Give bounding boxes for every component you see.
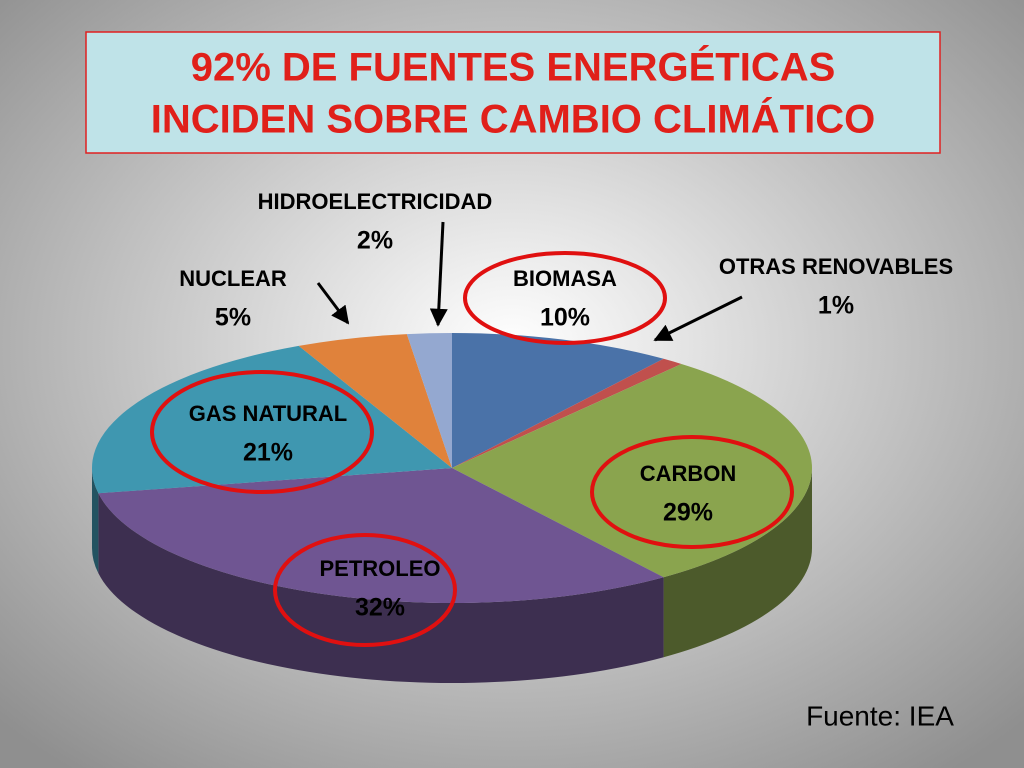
chart-title: INCIDEN SOBRE CAMBIO CLIMÁTICO [151, 97, 875, 142]
slice-side [98, 493, 664, 683]
slice-label: 2% [357, 227, 393, 255]
slice [406, 333, 452, 468]
source: Fuente: IEA [806, 700, 954, 731]
slice [452, 358, 682, 468]
slice-name: PETROLEO [319, 556, 440, 581]
slice [452, 333, 664, 468]
slice-label: 29% [663, 499, 713, 527]
highlight-ring [463, 251, 667, 345]
highlight-ring [150, 370, 374, 494]
slice-name: GAS NATURAL [189, 401, 347, 426]
slice-label: 5% [215, 304, 251, 332]
slice-label: 1% [818, 292, 854, 320]
leader-arrow [316, 282, 350, 325]
slice-label: 10% [540, 304, 590, 332]
leader-arrow [429, 221, 448, 327]
chart-title: 92% DE FUENTES ENERGÉTICAS [191, 45, 836, 90]
slice [452, 363, 812, 578]
slice-name: OTRAS RENOVABLES [719, 254, 953, 279]
slice-name: HIDROELECTRICIDAD [258, 189, 493, 214]
slice-label: 32% [355, 594, 405, 622]
leader-arrow [653, 295, 743, 342]
slice-name: CARBON [640, 461, 737, 486]
highlight-ring [273, 533, 457, 647]
slice-side [663, 468, 812, 658]
slice-name: BIOMASA [513, 266, 617, 291]
slice-name: NUCLEAR [179, 266, 287, 291]
highlight-ring [590, 435, 794, 549]
slice [298, 334, 452, 468]
slice-side [92, 468, 99, 574]
slice-label: 21% [243, 439, 293, 467]
title-box [85, 31, 941, 154]
